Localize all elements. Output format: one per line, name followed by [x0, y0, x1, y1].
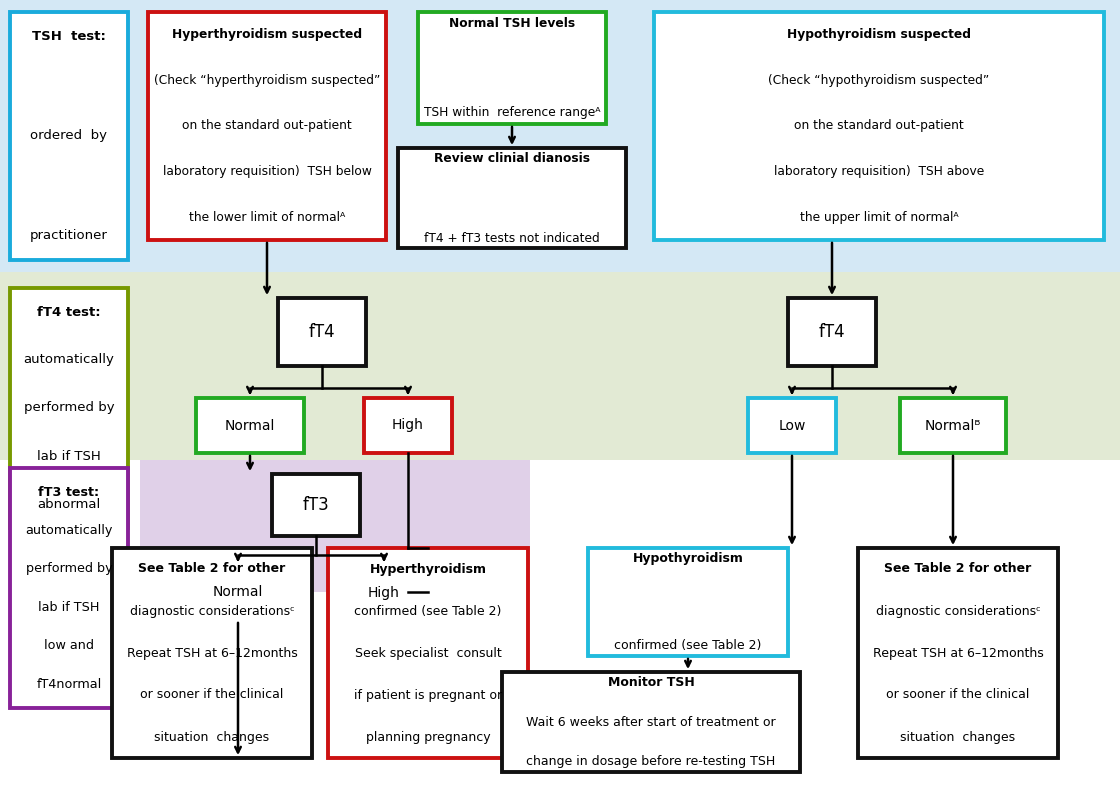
- Text: fT3: fT3: [302, 496, 329, 514]
- Bar: [418, 12, 606, 124]
- Text: See Table 2 for other: See Table 2 for other: [139, 563, 286, 575]
- Bar: [10, 468, 128, 708]
- Bar: [858, 548, 1058, 758]
- Text: ordered  by: ordered by: [30, 130, 108, 142]
- Text: Hypothyroidism suspected: Hypothyroidism suspected: [787, 28, 971, 42]
- Text: change in dosage before re-testing TSH: change in dosage before re-testing TSH: [526, 755, 776, 769]
- Bar: [140, 460, 530, 592]
- Text: if patient is pregnant or: if patient is pregnant or: [354, 689, 502, 701]
- Text: confirmed (see Table 2): confirmed (see Table 2): [614, 639, 762, 652]
- Bar: [748, 398, 836, 453]
- Text: fT3 test:: fT3 test:: [38, 486, 100, 498]
- Text: fT4: fT4: [819, 323, 846, 341]
- Text: planning pregnancy: planning pregnancy: [366, 730, 491, 744]
- Text: lab if TSH: lab if TSH: [38, 601, 100, 614]
- Bar: [900, 398, 1006, 453]
- Text: performed by: performed by: [26, 562, 112, 575]
- Text: (Check “hypothyroidism suspected”: (Check “hypothyroidism suspected”: [768, 74, 990, 87]
- Text: See Table 2 for other: See Table 2 for other: [885, 563, 1032, 575]
- Text: or sooner if the clinical: or sooner if the clinical: [886, 689, 1029, 701]
- Bar: [278, 298, 366, 366]
- Text: TSH within  reference rangeᴬ: TSH within reference rangeᴬ: [423, 106, 600, 119]
- Text: automatically: automatically: [26, 524, 113, 537]
- Text: performed by: performed by: [24, 402, 114, 414]
- Text: Normal: Normal: [213, 586, 263, 600]
- Bar: [272, 474, 360, 536]
- Text: Normalᴮ: Normalᴮ: [925, 418, 981, 432]
- Text: fT4 + fT3 tests not indicated: fT4 + fT3 tests not indicated: [424, 232, 600, 244]
- Bar: [112, 548, 312, 758]
- Bar: [328, 548, 528, 758]
- Text: automatically: automatically: [24, 354, 114, 366]
- Text: on the standard out-patient: on the standard out-patient: [183, 119, 352, 133]
- Text: laboratory requisition)  TSH below: laboratory requisition) TSH below: [162, 165, 372, 178]
- Text: Wait 6 weeks after start of treatment or: Wait 6 weeks after start of treatment or: [526, 715, 776, 729]
- Bar: [502, 672, 800, 772]
- Bar: [10, 288, 128, 528]
- Text: Low: Low: [778, 418, 805, 432]
- Bar: [148, 12, 386, 240]
- Bar: [184, 565, 292, 620]
- Text: fT4normal: fT4normal: [36, 678, 102, 690]
- Text: Hyperthyroidism: Hyperthyroidism: [370, 563, 486, 575]
- Text: laboratory requisition)  TSH above: laboratory requisition) TSH above: [774, 165, 984, 178]
- Text: Hyperthyroidism suspected: Hyperthyroidism suspected: [172, 28, 362, 42]
- Bar: [0, 0, 1120, 272]
- Text: High: High: [392, 418, 424, 432]
- Text: Repeat TSH at 6–12months: Repeat TSH at 6–12months: [127, 647, 298, 659]
- Bar: [364, 398, 452, 453]
- Bar: [196, 398, 304, 453]
- Text: the upper limit of normalᴬ: the upper limit of normalᴬ: [800, 211, 959, 224]
- Text: confirmed (see Table 2): confirmed (see Table 2): [354, 604, 502, 618]
- Text: fT4: fT4: [309, 323, 335, 341]
- Bar: [588, 548, 788, 656]
- Text: lab if TSH: lab if TSH: [37, 450, 101, 462]
- Text: on the standard out-patient: on the standard out-patient: [794, 119, 964, 133]
- Text: situation  changes: situation changes: [155, 730, 270, 744]
- Text: abnormal: abnormal: [37, 498, 101, 510]
- Bar: [10, 12, 128, 260]
- Text: low and: low and: [44, 639, 94, 652]
- Text: Monitor TSH: Monitor TSH: [608, 675, 694, 689]
- Text: fT4 test:: fT4 test:: [37, 306, 101, 318]
- Text: TSH  test:: TSH test:: [32, 31, 106, 43]
- Bar: [654, 12, 1104, 240]
- Text: practitioner: practitioner: [30, 229, 108, 242]
- Text: Seek specialist  consult: Seek specialist consult: [355, 647, 502, 659]
- Bar: [398, 148, 626, 248]
- Text: the lower limit of normalᴬ: the lower limit of normalᴬ: [189, 211, 345, 224]
- Text: diagnostic considerationsᶜ: diagnostic considerationsᶜ: [130, 604, 295, 618]
- Bar: [0, 272, 1120, 460]
- Text: (Check “hyperthyroidism suspected”: (Check “hyperthyroidism suspected”: [153, 74, 380, 87]
- Text: Repeat TSH at 6–12months: Repeat TSH at 6–12months: [872, 647, 1044, 659]
- Text: Hypothyroidism: Hypothyroidism: [633, 553, 744, 565]
- Text: Review clinial dianosis: Review clinial dianosis: [435, 152, 590, 164]
- Bar: [340, 565, 428, 620]
- Text: diagnostic considerationsᶜ: diagnostic considerationsᶜ: [876, 604, 1040, 618]
- Text: situation  changes: situation changes: [900, 730, 1016, 744]
- Text: or sooner if the clinical: or sooner if the clinical: [140, 689, 283, 701]
- Text: High: High: [368, 586, 400, 600]
- Text: Normal: Normal: [225, 418, 276, 432]
- Text: Normal TSH levels: Normal TSH levels: [449, 17, 575, 30]
- Bar: [788, 298, 876, 366]
